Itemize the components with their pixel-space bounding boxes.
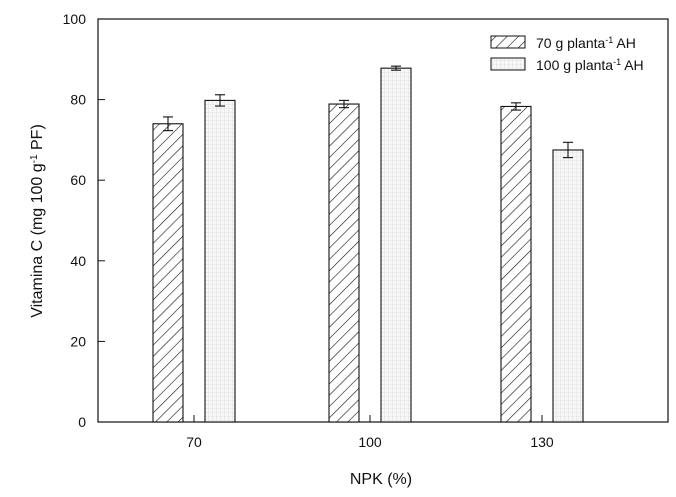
- x-tick-label: 130: [530, 434, 554, 450]
- legend-swatch-70-g: [490, 35, 526, 49]
- plot-area: 0 20 40 60 80 100 70 100 130: [63, 11, 669, 450]
- legend-label-70-g-prefix: 70 g planta: [536, 35, 605, 51]
- legend-label-100-g-superscript: -1: [613, 57, 621, 67]
- y-axis-label: Vitamina C (mg 100 g-1 PF): [29, 124, 47, 318]
- legend-label-70-g-superscript: -1: [605, 35, 613, 45]
- y-tick-label: 0: [78, 414, 86, 430]
- legend-label-100-g-prefix: 100 g planta: [536, 57, 613, 73]
- legend-label-100-g-suffix: AH: [621, 57, 644, 73]
- x-axis-title: NPK (%): [350, 471, 412, 488]
- y-axis-title-prefix: Vitamina C (mg 100 g: [29, 163, 46, 317]
- y-axis-title-suffix: PF): [29, 124, 46, 154]
- y-tick-label: 20: [70, 333, 86, 349]
- legend-label-100-g: 100 g planta-1 AH: [536, 57, 644, 73]
- y-axis-title: Vitamina C (mg 100 g-1 PF): [29, 124, 47, 318]
- y-axis-title-superscript: -1: [29, 154, 40, 163]
- bar: [328, 103, 360, 423]
- y-tick-label: 100: [63, 11, 87, 27]
- bar: [152, 123, 184, 423]
- x-tick-label: 70: [186, 434, 202, 450]
- bar: [204, 99, 236, 423]
- x-tick-label: 100: [358, 434, 382, 450]
- bar: [552, 149, 584, 423]
- bar: [500, 105, 532, 423]
- y-tick-label: 40: [70, 253, 86, 269]
- legend-label-70-g-suffix: AH: [613, 35, 636, 51]
- legend-label-70-g: 70 g planta-1 AH: [536, 35, 636, 51]
- bar: [380, 67, 412, 423]
- legend-swatch-100-g: [490, 57, 526, 71]
- y-tick-label: 80: [70, 92, 86, 108]
- y-tick-label: 60: [70, 172, 86, 188]
- legend: 70 g planta-1 AH 100 g planta-1 AH: [490, 35, 644, 73]
